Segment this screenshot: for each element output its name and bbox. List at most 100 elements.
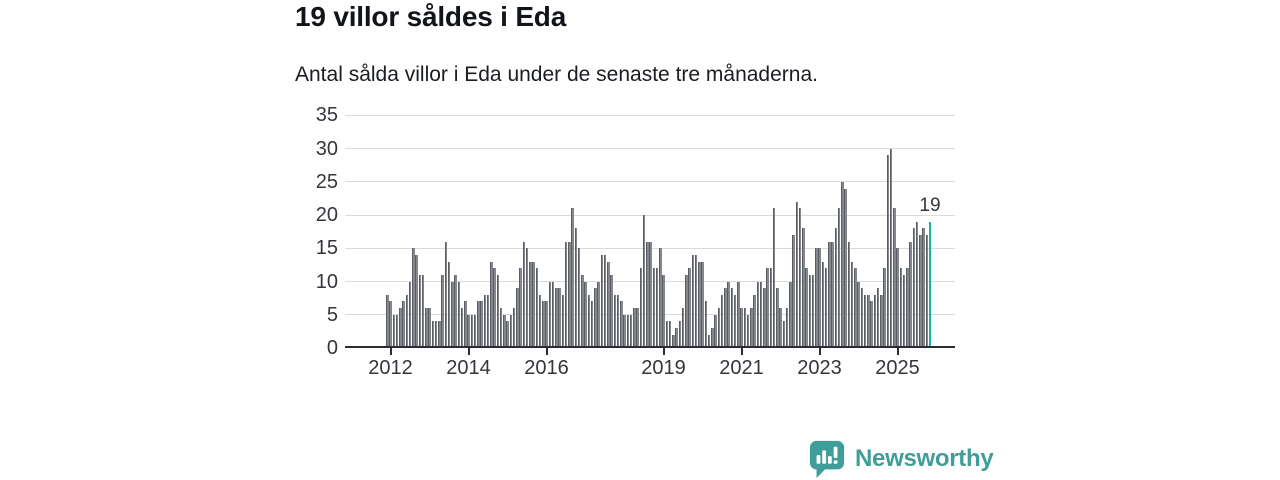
x-axis-label-2014: 2014: [446, 357, 491, 379]
x-axis-label-2012: 2012: [368, 357, 413, 379]
bar: [587, 294, 590, 348]
bar: [486, 294, 490, 348]
bar: [493, 268, 496, 348]
bar: [441, 274, 444, 348]
bar: [652, 268, 655, 348]
bar: [824, 268, 828, 348]
bar: [662, 274, 665, 348]
bar: [889, 148, 893, 348]
bar: [561, 294, 564, 348]
bar: [724, 288, 727, 348]
bar: [555, 288, 558, 348]
x-axis-tick-2023: [818, 348, 821, 355]
bar: [447, 261, 451, 348]
bar: [737, 281, 740, 348]
bar: [714, 314, 717, 348]
bar: [837, 208, 841, 348]
bar: [915, 221, 919, 348]
bar: [451, 281, 454, 348]
bar: [772, 208, 776, 348]
y-axis-label-35: 35: [315, 104, 338, 127]
bar: [909, 241, 912, 348]
bar: [444, 241, 447, 348]
bar: [421, 274, 425, 348]
bar: [454, 274, 457, 348]
bar: [876, 288, 880, 348]
y-axis-label-15: 15: [315, 237, 338, 260]
bar: [808, 274, 811, 348]
bar: [753, 294, 756, 348]
bar: [480, 301, 483, 348]
bar: [743, 308, 746, 348]
bar: [828, 241, 831, 348]
bar: [850, 261, 854, 348]
bar: [795, 201, 798, 348]
bar: [512, 308, 516, 348]
bar: [857, 281, 860, 348]
bar: [815, 248, 818, 348]
x-axis-label-2023: 2023: [797, 357, 842, 379]
bar: [688, 268, 691, 348]
bar: [681, 308, 685, 348]
bar: [759, 281, 763, 348]
bar: [694, 254, 698, 348]
x-axis-tick-2012: [389, 348, 392, 355]
bar: [867, 294, 870, 348]
bar: [782, 321, 785, 348]
bar: [616, 294, 620, 348]
bar: [792, 235, 795, 348]
bar: [701, 261, 704, 348]
bar: [408, 281, 412, 348]
bar: [642, 215, 646, 348]
bar: [545, 301, 548, 348]
bar: [584, 281, 587, 348]
bar: [594, 288, 597, 348]
bar: [870, 301, 873, 348]
bar: [886, 155, 889, 348]
gridline-30: [345, 148, 955, 150]
bar: [542, 301, 545, 348]
bar: [896, 248, 899, 348]
bar: [603, 254, 607, 348]
x-axis-tick-2025: [896, 348, 899, 355]
bar: [597, 281, 600, 348]
bar: [746, 314, 750, 348]
bar: [646, 241, 649, 348]
bar: [516, 288, 519, 348]
bar: [906, 268, 909, 348]
bar: [467, 314, 470, 348]
bar: [415, 254, 418, 348]
bar: [925, 235, 928, 348]
bar: [665, 321, 668, 348]
bar: [529, 261, 532, 348]
bar: [678, 321, 681, 348]
bar: [672, 334, 675, 348]
bar: [490, 261, 493, 348]
bar: [720, 294, 724, 348]
bar: [766, 268, 769, 348]
bar: [698, 261, 701, 348]
bar: [551, 281, 555, 348]
bar: [789, 281, 792, 348]
x-axis-label-2025: 2025: [875, 357, 920, 379]
bar: [899, 268, 902, 348]
bar: [750, 308, 753, 348]
bar: [525, 248, 529, 348]
bar: [636, 308, 639, 348]
x-axis-tick-2016: [545, 348, 548, 355]
chart-title: 19 villor såldes i Eda: [295, 1, 567, 32]
bar: [623, 314, 626, 348]
bar: [831, 241, 834, 348]
bar: [399, 308, 402, 348]
bar: [779, 308, 782, 348]
bar: [912, 228, 915, 348]
bar: [483, 294, 486, 348]
bar: [558, 288, 561, 348]
bar: [919, 235, 922, 348]
bar: [473, 314, 477, 348]
newsworthy-speech-bubble-chart-icon: [809, 440, 845, 478]
y-axis-label-0: 0: [326, 337, 338, 359]
bar: [434, 321, 438, 348]
y-axis-label-20: 20: [315, 204, 338, 227]
